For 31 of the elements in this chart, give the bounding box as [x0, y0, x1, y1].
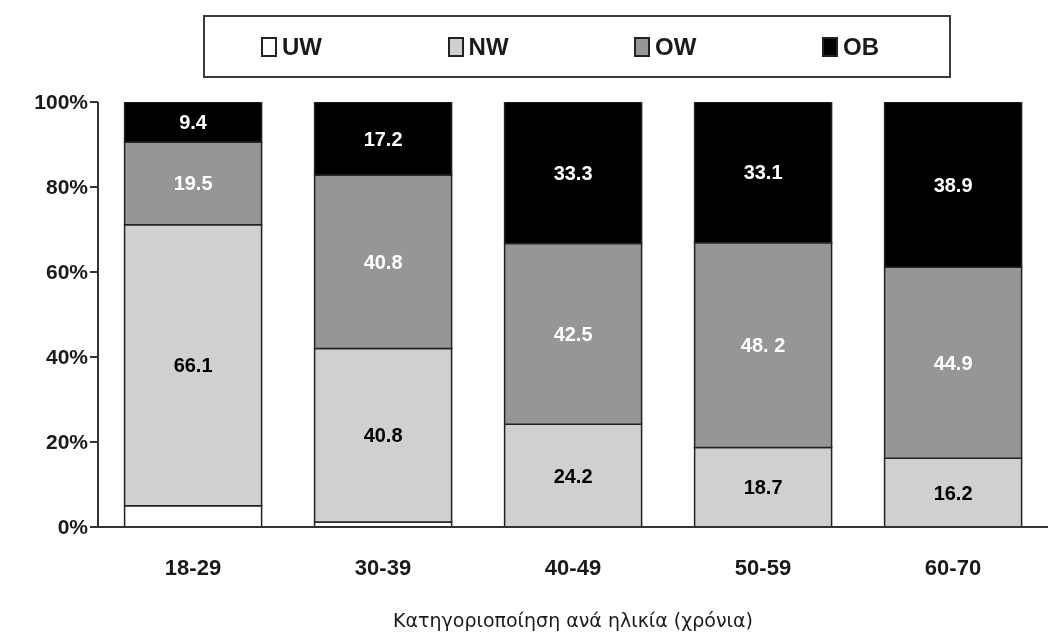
- x-tick-label: 50-59: [734, 554, 792, 580]
- data-label: 24.2: [553, 464, 593, 487]
- legend-label: OB: [842, 32, 879, 61]
- legend-label: UW: [282, 32, 322, 61]
- x-tick-label: 60-70: [924, 554, 982, 580]
- x-tick-label: 30-39: [354, 554, 412, 580]
- data-label: 33.1: [743, 161, 783, 184]
- data-label: 40.8: [363, 250, 403, 273]
- data-label: 33.3: [553, 161, 593, 184]
- data-label: 16.2: [933, 481, 973, 504]
- data-label: 48. 2: [740, 334, 786, 357]
- x-axis-title: Κατηγοριοποίηση ανά ηλικία (χρόνια): [393, 609, 753, 631]
- data-label: 44.9: [933, 351, 973, 374]
- data-label: 17.2: [363, 127, 403, 150]
- legend-label: NW: [468, 32, 509, 61]
- y-tick-label: 40%: [45, 345, 89, 369]
- y-tick-label: 60%: [45, 260, 89, 284]
- data-label: 38.9: [933, 173, 973, 196]
- x-tick-label: 18-29: [164, 554, 222, 580]
- data-label: 42.5: [553, 322, 593, 345]
- data-label: 9.4: [179, 111, 208, 134]
- data-label: 18.7: [743, 476, 783, 499]
- y-tick-label: 20%: [45, 430, 89, 454]
- data-label: 66.1: [173, 354, 213, 377]
- data-label: 19.5: [173, 172, 213, 195]
- data-label: 40.8: [363, 424, 403, 447]
- y-tick-label: 0%: [57, 515, 89, 539]
- y-tick-label: 80%: [45, 175, 89, 199]
- legend-label: OW: [655, 32, 697, 61]
- x-tick-label: 40-49: [544, 554, 602, 580]
- y-tick-label: 100%: [34, 90, 89, 114]
